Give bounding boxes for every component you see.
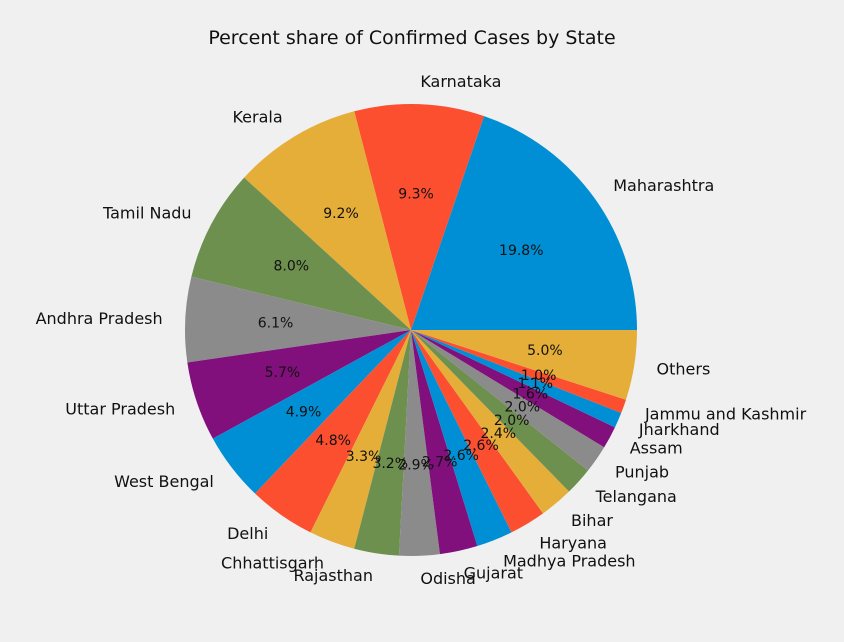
pct-label-odisha: 2.9% [398, 458, 434, 474]
pie-slice-maharashtra [411, 116, 637, 330]
pie-slice-west-bengal [212, 330, 411, 494]
pct-label-telangana: 2.0% [494, 413, 530, 429]
slice-label-telangana: Telangana [595, 487, 677, 506]
pct-label-others: 5.0% [527, 343, 563, 359]
slice-label-odisha: Odisha [420, 569, 475, 588]
slice-label-madhya-pradesh: Madhya Pradesh [503, 551, 636, 570]
slice-label-bihar: Bihar [571, 511, 613, 530]
pct-label-west-bengal: 4.9% [286, 405, 322, 421]
slice-label-others: Others [657, 359, 711, 378]
pie-slice-haryana [411, 330, 544, 533]
pct-label-assam: 1.6% [513, 386, 549, 402]
pie-slices [185, 104, 637, 557]
pct-label-madhya-pradesh: 2.6% [443, 448, 479, 464]
pct-label-gujarat: 2.7% [422, 455, 458, 471]
pct-label-maharashtra: 19.8% [499, 243, 543, 259]
pie-slice-rajasthan [354, 330, 411, 556]
pct-label-tamil-nadu: 8.0% [274, 258, 310, 274]
pct-label-andhra-pradesh: 6.1% [258, 316, 294, 332]
pie-slice-assam [411, 330, 615, 448]
slice-label-jammu-and-kashmir: Jammu and Kashmir [644, 405, 807, 424]
slice-label-assam: Assam [630, 439, 683, 458]
pct-label-delhi: 4.8% [315, 433, 351, 449]
slice-label-tamil-nadu: Tamil Nadu [102, 204, 192, 223]
slice-label-chhattisgarh: Chhattisgarh [221, 553, 324, 572]
slice-label-delhi: Delhi [227, 524, 268, 543]
slice-label-andhra-pradesh: Andhra Pradesh [36, 309, 163, 328]
pie-slice-madhya-pradesh [411, 330, 512, 547]
pie-slice-others [411, 330, 637, 400]
pct-label-bihar: 2.4% [480, 426, 516, 442]
pie-slice-delhi [255, 330, 411, 533]
pct-label-chhattisgarh: 3.3% [346, 449, 382, 465]
slice-label-karnataka: Karnataka [420, 72, 501, 91]
pct-label-karnataka: 9.3% [398, 187, 434, 203]
pie-slice-tamil-nadu [191, 177, 411, 330]
pie-slice-karnataka [354, 104, 485, 330]
chart-title: Percent share of Confirmed Cases by Stat… [208, 27, 615, 49]
slice-label-uttar-pradesh: Uttar Pradesh [65, 399, 175, 418]
slice-label-rajasthan: Rajasthan [293, 566, 373, 585]
pct-label-jharkhand: 1.1% [518, 376, 554, 392]
pie-slice-telangana [411, 330, 589, 492]
slice-label-west-bengal: West Bengal [114, 472, 214, 491]
pct-label-kerala: 9.2% [323, 206, 359, 222]
slice-label-maharashtra: Maharashtra [613, 176, 714, 195]
slice-label-haryana: Haryana [539, 533, 607, 552]
pie-slice-punjab [411, 330, 605, 471]
pct-label-uttar-pradesh: 5.7% [265, 365, 301, 381]
pct-label-jammu-and-kashmir: 1.0% [521, 368, 557, 384]
pie-slice-odisha [398, 330, 440, 557]
pie-slice-andhra-pradesh [185, 276, 411, 363]
pie-slice-jammu-and-kashmir [411, 330, 626, 414]
slice-label-gujarat: Gujarat [464, 563, 523, 582]
pie-slice-bihar [411, 330, 570, 514]
pie-slice-gujarat [411, 330, 478, 555]
percent-labels: 19.8% 9.3% 9.2% 8.0% 6.1% 5.7% 4.9% 4.8%3.3%3.2… [258, 187, 563, 474]
slice-labels: Maharashtra Karnataka Kerala Tamil Nadu Andh… [36, 72, 807, 588]
pie-slice-kerala [244, 111, 411, 330]
slice-label-jharkhand: Jharkhand [638, 420, 720, 439]
pct-label-rajasthan: 3.2% [372, 456, 408, 472]
pct-label-punjab: 2.0% [504, 399, 540, 415]
slice-label-punjab: Punjab [615, 463, 669, 482]
slice-label-kerala: Kerala [232, 108, 282, 127]
pie-slice-uttar-pradesh [187, 330, 411, 439]
pie-slice-chhattisgarh [310, 330, 411, 549]
pct-label-haryana: 2.6% [463, 438, 499, 454]
pie-slice-jharkhand [411, 330, 622, 428]
